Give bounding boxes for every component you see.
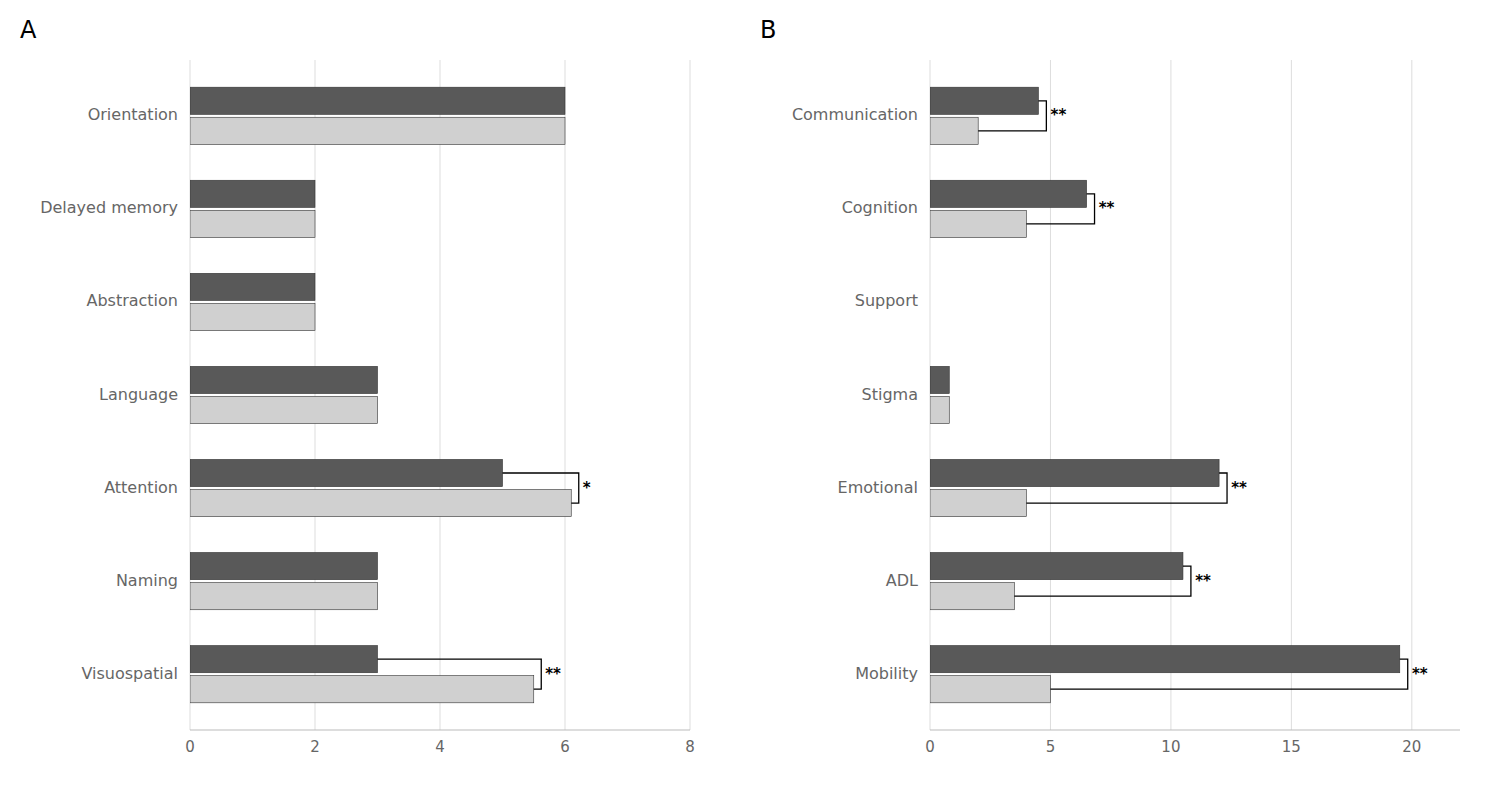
background xyxy=(0,0,1500,786)
significance-bracket xyxy=(1026,194,1094,224)
bar xyxy=(190,180,315,207)
grid-line xyxy=(190,60,191,730)
tick-label: 6 xyxy=(560,738,570,756)
bar xyxy=(190,87,565,114)
x-axis-line xyxy=(190,730,690,731)
grid-line xyxy=(1291,60,1292,730)
chart-canvas: 0 2 4 6 8 Orientation Delayed memory Abstractio… xyxy=(0,0,1500,786)
significance-bracket xyxy=(378,659,542,689)
bar xyxy=(930,459,1219,486)
significance-label: ** xyxy=(1099,199,1115,217)
bar xyxy=(930,303,931,330)
category-label: Orientation xyxy=(88,105,178,124)
marks xyxy=(930,87,1400,703)
category-label: Language xyxy=(99,385,178,404)
bar xyxy=(190,273,315,300)
bar xyxy=(190,117,565,144)
grid-line xyxy=(565,60,566,730)
panel-title: B xyxy=(760,16,776,44)
category-label: ADL xyxy=(886,571,918,590)
bar xyxy=(930,87,1038,114)
bar xyxy=(930,676,1050,703)
significance-bracket xyxy=(503,473,579,503)
grid-line xyxy=(690,60,691,730)
bar xyxy=(930,489,1026,516)
bar xyxy=(190,459,503,486)
category-label: Visuospatial xyxy=(81,664,178,683)
category-label: Attention xyxy=(104,478,178,497)
bar xyxy=(190,303,315,330)
tick-label: 15 xyxy=(1282,738,1301,756)
grid-line xyxy=(1411,60,1412,730)
significance-label: ** xyxy=(1412,665,1428,683)
x-axis-line xyxy=(930,730,1460,731)
significance-label: ** xyxy=(1051,106,1067,124)
significance-bracket xyxy=(978,101,1046,131)
panel-title: A xyxy=(20,16,37,44)
bar xyxy=(930,210,1026,237)
category-label: Support xyxy=(855,291,918,310)
annotations: ** ** ** ** ** xyxy=(978,101,1428,689)
category-label: Naming xyxy=(116,571,178,590)
category-label: Abstraction xyxy=(86,291,178,310)
category-label: Cognition xyxy=(842,198,918,217)
category-label: Mobility xyxy=(855,664,918,683)
panel: 0 2 4 6 8 Orientation Delayed memory Abstractio… xyxy=(20,16,695,756)
annotations: *** xyxy=(378,473,591,689)
tick-label: 5 xyxy=(1046,738,1056,756)
category-label: Stigma xyxy=(862,385,918,404)
bar xyxy=(190,646,378,673)
bar xyxy=(930,583,1014,610)
bar xyxy=(190,676,534,703)
panel: 0 5 10 15 20 Communication Cognition Support Sti… xyxy=(760,16,1460,756)
bar xyxy=(930,273,931,300)
significance-label: ** xyxy=(1195,572,1211,590)
bar xyxy=(930,552,1183,579)
category-label: Emotional xyxy=(838,478,918,497)
significance-label: ** xyxy=(545,665,561,683)
significance-label: ** xyxy=(1231,479,1247,497)
tick-label: 20 xyxy=(1402,738,1421,756)
bar xyxy=(930,117,978,144)
bar xyxy=(190,210,315,237)
significance-bracket xyxy=(1026,473,1227,503)
grid-line xyxy=(930,60,931,730)
category-label: Communication xyxy=(792,105,918,124)
tick-label: 0 xyxy=(925,738,935,756)
bar xyxy=(930,180,1087,207)
bar xyxy=(190,396,378,423)
bar xyxy=(190,489,571,516)
category-label: Delayed memory xyxy=(40,198,178,217)
bar xyxy=(930,646,1400,673)
significance-label: * xyxy=(583,479,591,497)
bar xyxy=(930,366,949,393)
tick-label: 10 xyxy=(1161,738,1180,756)
bar xyxy=(190,583,378,610)
grid-line xyxy=(1170,60,1171,730)
bar xyxy=(190,552,378,579)
tick-label: 4 xyxy=(435,738,445,756)
significance-bracket xyxy=(1050,659,1407,689)
tick-label: 2 xyxy=(310,738,320,756)
grid-line xyxy=(315,60,316,730)
grid-line xyxy=(1050,60,1051,730)
tick-label: 8 xyxy=(685,738,695,756)
bar xyxy=(190,366,378,393)
marks xyxy=(190,87,571,703)
bar xyxy=(930,396,949,423)
tick-label: 0 xyxy=(185,738,195,756)
significance-bracket xyxy=(1014,566,1191,596)
grid-line xyxy=(440,60,441,730)
